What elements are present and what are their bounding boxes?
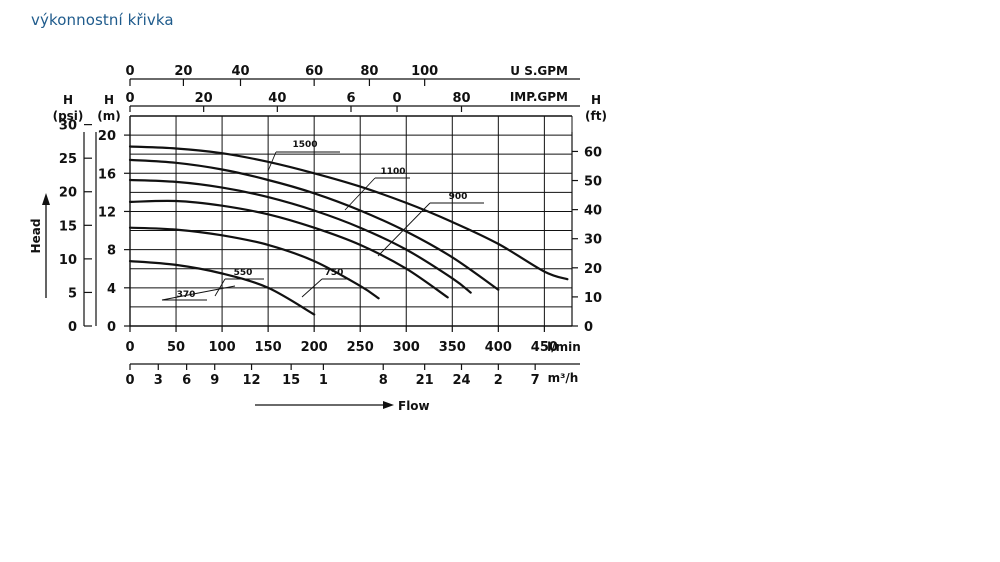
curve-layer: [128, 145, 569, 316]
y-axis-psi-title: H: [63, 93, 73, 107]
curve-label-1100: 1100: [380, 167, 405, 177]
x-tick-label-lmin: 0: [125, 340, 134, 355]
x-tick-label-m3h: 24: [452, 373, 470, 388]
y-tick-label-m: 8: [107, 244, 116, 259]
head-arrow-head: [42, 193, 50, 205]
y-tick-label-ft: 20: [584, 262, 602, 277]
y-tick-label-m: 12: [98, 205, 116, 220]
y-tick-label-psi: 15: [59, 219, 77, 234]
y-tick-label-psi: 5: [68, 286, 77, 301]
x-tick-label-impgpm: 80: [452, 91, 470, 106]
x-tick-label-impgpm: 40: [268, 91, 286, 106]
curve-callout-leader: [344, 177, 376, 211]
x-tick-label-lmin: 50: [167, 340, 185, 355]
head-axis-label: Head: [29, 219, 43, 254]
pump-curve-370: [128, 260, 316, 316]
label-layer: 0481216200510152025300102030405060H(psi)…: [29, 64, 607, 413]
y-axis-m-title: H: [104, 93, 114, 107]
curve-callout-leader: [161, 285, 236, 301]
y-tick-label-m: 20: [98, 129, 116, 144]
x-tick-label-m3h: 21: [416, 373, 434, 388]
y-tick-label-ft: 0: [584, 320, 593, 335]
curve-label-900: 900: [449, 192, 468, 202]
flow-axis-label: Flow: [398, 399, 430, 413]
curve-label-1500: 1500: [292, 140, 317, 150]
y-axis-m-unit: (m): [97, 109, 120, 123]
curve-label-750: 750: [325, 268, 344, 278]
x-tick-label-impgpm: 0: [125, 91, 134, 106]
x-tick-label-usgpm: 20: [174, 64, 192, 79]
x-tick-label-m3h: 6: [182, 373, 191, 388]
y-axis-psi-unit: (psi): [53, 109, 84, 123]
x-tick-label-m3h: 2: [494, 373, 503, 388]
x-tick-label-m3h: 0: [125, 373, 134, 388]
x-tick-label-lmin: 150: [255, 340, 282, 355]
y-axis-ft-title: H: [591, 93, 601, 107]
x-axis-usgpm-unit: U S.GPM: [510, 64, 568, 78]
grid-layer: [130, 115, 573, 326]
curve-callout-leader: [301, 278, 323, 298]
y-tick-label-ft: 30: [584, 233, 602, 248]
x-tick-label-lmin: 250: [347, 340, 374, 355]
y-tick-label-psi: 20: [59, 186, 77, 201]
x-tick-label-lmin: 300: [393, 340, 420, 355]
curve-label-550: 550: [234, 268, 253, 278]
y-tick-label-m: 0: [107, 320, 116, 335]
x-tick-label-impgpm: 0: [393, 91, 402, 106]
y-tick-label-ft: 10: [584, 291, 602, 306]
pump-curve-750: [128, 199, 449, 299]
curve-callout-leader: [214, 278, 226, 297]
x-tick-label-lmin: 450: [531, 340, 558, 355]
y-tick-label-ft: 60: [584, 145, 602, 160]
y-axis-ft-unit: (ft): [585, 109, 607, 123]
x-tick-label-m3h: 8: [379, 373, 388, 388]
pump-curve-900: [128, 178, 472, 294]
pump-curve-1500: [128, 145, 569, 281]
x-tick-label-m3h: 15: [282, 373, 300, 388]
pump-curve-550: [128, 226, 380, 300]
x-tick-label-impgpm: 20: [195, 91, 213, 106]
y-tick-label-m: 4: [107, 282, 116, 297]
x-tick-label-lmin: 350: [439, 340, 466, 355]
x-tick-label-lmin: 400: [485, 340, 512, 355]
x-tick-label-m3h: 12: [243, 373, 261, 388]
x-tick-label-m3h: 3: [154, 373, 163, 388]
x-tick-label-usgpm: 60: [305, 64, 323, 79]
x-tick-label-impgpm: 6: [346, 91, 355, 106]
x-tick-label-usgpm: 100: [411, 64, 438, 79]
x-tick-label-m3h: 9: [210, 373, 219, 388]
y-tick-label-ft: 40: [584, 204, 602, 219]
x-tick-label-usgpm: 0: [125, 64, 134, 79]
y-tick-label-psi: 30: [59, 119, 77, 134]
x-tick-label-lmin: 100: [209, 340, 236, 355]
flow-arrow-head: [383, 401, 394, 409]
curve-label-370: 370: [177, 290, 196, 300]
x-tick-label-lmin: 200: [301, 340, 328, 355]
x-tick-label-usgpm: 80: [360, 64, 378, 79]
y-tick-label-psi: 10: [59, 253, 77, 268]
x-axis-impgpm-unit: IMP.GPM: [510, 90, 568, 104]
y-tick-label-psi: 25: [59, 152, 77, 167]
page-title: výkonnostní křivka: [31, 11, 174, 29]
axis-layer: [42, 78, 580, 409]
x-axis-lmin-unit: l/min: [547, 340, 581, 354]
y-tick-label-m: 16: [98, 167, 116, 182]
pump-curve-1100: [128, 158, 500, 291]
curve-callout-leader: [267, 151, 277, 172]
x-tick-label-usgpm: 40: [231, 64, 249, 79]
x-axis-m3h-unit: m³/h: [548, 371, 579, 385]
y-tick-label-psi: 0: [68, 320, 77, 335]
y-tick-label-ft: 50: [584, 175, 602, 190]
x-tick-label-m3h: 1: [319, 373, 328, 388]
curve-callout-leader: [377, 202, 431, 257]
x-tick-label-m3h: 7: [531, 373, 540, 388]
